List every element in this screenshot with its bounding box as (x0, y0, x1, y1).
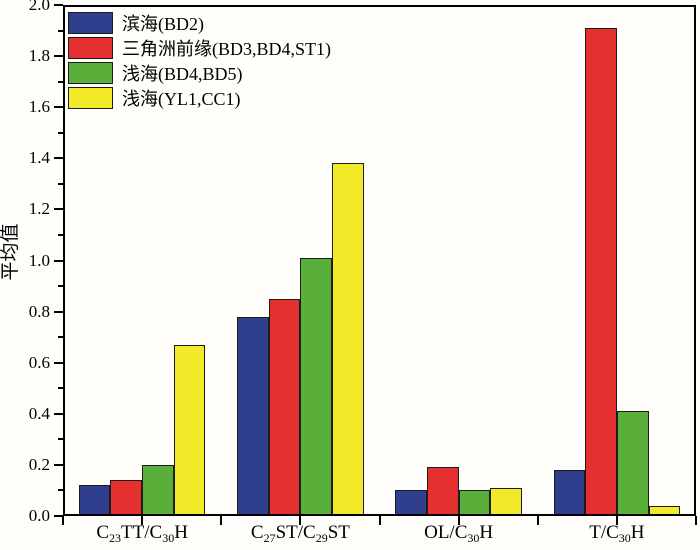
bar-series0-cat3 (553, 470, 586, 516)
legend-swatch (68, 61, 113, 84)
y-minor-tick (58, 489, 63, 492)
label-text: OL/C (424, 522, 468, 543)
x-tick (62, 516, 64, 525)
legend-item-3: 浅海(YL1,CC1) (68, 85, 331, 110)
bar-series1-cat0 (110, 480, 143, 516)
y-minor-tick (58, 233, 63, 236)
y-minor-tick (58, 285, 63, 288)
legend: 滨海(BD2) 三角洲前缘(BD3,BD4,ST1) 浅海(BD4,BD5) 浅海(Y… (68, 10, 331, 110)
legend-item-0: 滨海(BD2) (68, 10, 331, 35)
label-text: H (479, 522, 494, 543)
y-tick-label: 0.2 (28, 454, 50, 474)
subscript-text: 27 (263, 531, 276, 545)
label-text: C (250, 522, 264, 543)
legend-swatch (68, 86, 113, 109)
label-text: H (174, 522, 188, 543)
x-category-label: C27ST/C29ST (221, 521, 379, 550)
y-tick-label: 0.8 (28, 301, 50, 321)
y-major-tick (54, 157, 63, 160)
bar-series3-cat3 (648, 505, 681, 516)
y-minor-tick (58, 387, 63, 390)
y-major-tick (54, 208, 63, 211)
legend-item-1: 三角洲前缘(BD3,BD4,ST1) (68, 35, 331, 60)
subscript-text: 30 (162, 531, 175, 545)
y-major-tick (54, 515, 63, 517)
legend-swatch (68, 11, 113, 34)
y-major-tick (54, 361, 63, 364)
y-minor-tick (58, 131, 63, 134)
y-major-tick (54, 259, 63, 262)
y-minor-tick (58, 438, 63, 441)
bar-series3-cat2 (490, 487, 522, 516)
y-tick-label: 1.0 (28, 250, 50, 270)
x-tick (615, 516, 618, 525)
y-tick-label: 1.2 (28, 199, 50, 219)
x-tick (457, 516, 460, 525)
subscript-text: 29 (315, 531, 328, 545)
y-minor-tick (58, 182, 63, 185)
x-tick (695, 516, 697, 525)
legend-label: 浅海(BD4,BD5) (122, 63, 243, 84)
y-tick-label: 0.0 (28, 506, 50, 525)
legend-item-2: 浅海(BD4,BD5) (68, 60, 331, 85)
x-tick (220, 516, 223, 525)
subscript-text: 30 (467, 531, 480, 545)
legend-swatch (68, 36, 113, 59)
y-tick-label: 0.6 (28, 352, 50, 372)
y-major-tick (54, 4, 63, 6)
y-tick-label: 1.4 (28, 148, 50, 168)
label-text: ST (327, 522, 350, 543)
x-tick (378, 516, 381, 525)
label-text: ST/C (275, 522, 316, 543)
legend-label: 滨海(BD2) (122, 13, 204, 34)
bar-series0-cat0 (78, 485, 111, 516)
x-tick (141, 516, 144, 525)
y-minor-tick (58, 336, 63, 339)
y-tick-label: 2.0 (28, 0, 50, 14)
label-text: H (630, 522, 645, 543)
x-category-label: T/C30H (538, 521, 696, 550)
y-tick-label: 0.4 (28, 403, 50, 423)
y-major-tick (54, 463, 63, 466)
label-text: C (96, 522, 110, 543)
bar-series3-cat0 (173, 344, 206, 516)
x-tick (536, 516, 539, 525)
legend-label: 浅海(YL1,CC1) (122, 88, 241, 109)
y-tick-label: 1.8 (28, 46, 50, 66)
y-major-tick (54, 412, 63, 415)
y-tick-label: 1.6 (28, 97, 50, 117)
x-category-label: OL/C30H (380, 521, 538, 550)
y-minor-tick (58, 80, 63, 83)
bar-series0-cat1 (237, 316, 269, 516)
bar-series2-cat3 (616, 411, 649, 516)
y-major-tick (54, 106, 63, 109)
bar-series0-cat2 (395, 490, 427, 516)
bar-series2-cat0 (142, 464, 174, 516)
bar-series1-cat3 (585, 28, 617, 516)
legend-label: 三角洲前缘(BD3,BD4,ST1) (122, 38, 332, 59)
subscript-text: 30 (618, 531, 631, 545)
bar-series2-cat1 (300, 257, 333, 516)
bar-series2-cat2 (458, 490, 491, 516)
x-tick (299, 516, 302, 525)
bar-series1-cat2 (426, 467, 459, 516)
bar-series3-cat1 (332, 163, 364, 516)
subscript-text: 23 (109, 531, 122, 545)
bar-series1-cat1 (268, 298, 301, 516)
y-minor-tick (58, 29, 63, 32)
y-major-tick (54, 310, 63, 313)
x-category-label: C23TT/C30H (63, 521, 221, 550)
label-text: TT/C (121, 522, 163, 543)
label-text: T/C (589, 522, 619, 543)
y-major-tick (54, 55, 63, 58)
